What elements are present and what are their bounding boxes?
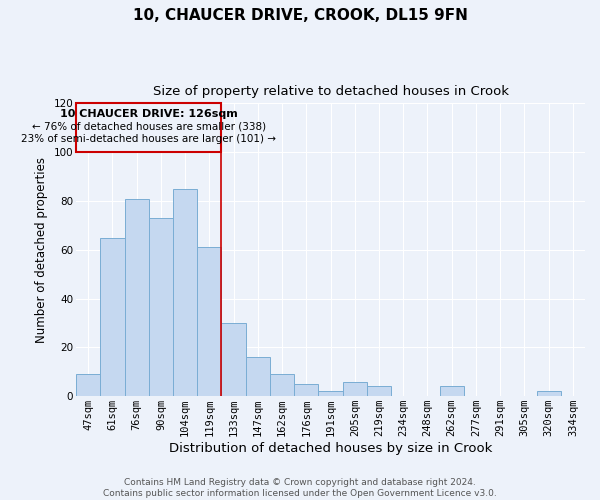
Title: Size of property relative to detached houses in Crook: Size of property relative to detached ho… — [152, 85, 509, 98]
Text: ← 76% of detached houses are smaller (338): ← 76% of detached houses are smaller (33… — [32, 122, 266, 132]
X-axis label: Distribution of detached houses by size in Crook: Distribution of detached houses by size … — [169, 442, 492, 455]
Y-axis label: Number of detached properties: Number of detached properties — [35, 156, 48, 342]
Bar — [76, 104, 221, 152]
Text: 10 CHAUCER DRIVE: 126sqm: 10 CHAUCER DRIVE: 126sqm — [60, 110, 238, 120]
Bar — [319, 392, 343, 396]
Bar — [125, 198, 149, 396]
Bar — [149, 218, 173, 396]
Bar — [221, 323, 246, 396]
Bar — [76, 374, 100, 396]
Bar — [536, 392, 561, 396]
Bar — [367, 386, 391, 396]
Bar — [246, 357, 270, 396]
Bar — [100, 238, 125, 396]
Text: 10, CHAUCER DRIVE, CROOK, DL15 9FN: 10, CHAUCER DRIVE, CROOK, DL15 9FN — [133, 8, 467, 22]
Bar — [440, 386, 464, 396]
Bar — [173, 188, 197, 396]
Bar — [270, 374, 294, 396]
Text: 23% of semi-detached houses are larger (101) →: 23% of semi-detached houses are larger (… — [21, 134, 276, 144]
Bar — [294, 384, 319, 396]
Bar — [197, 248, 221, 396]
Text: Contains HM Land Registry data © Crown copyright and database right 2024.
Contai: Contains HM Land Registry data © Crown c… — [103, 478, 497, 498]
Bar — [343, 382, 367, 396]
